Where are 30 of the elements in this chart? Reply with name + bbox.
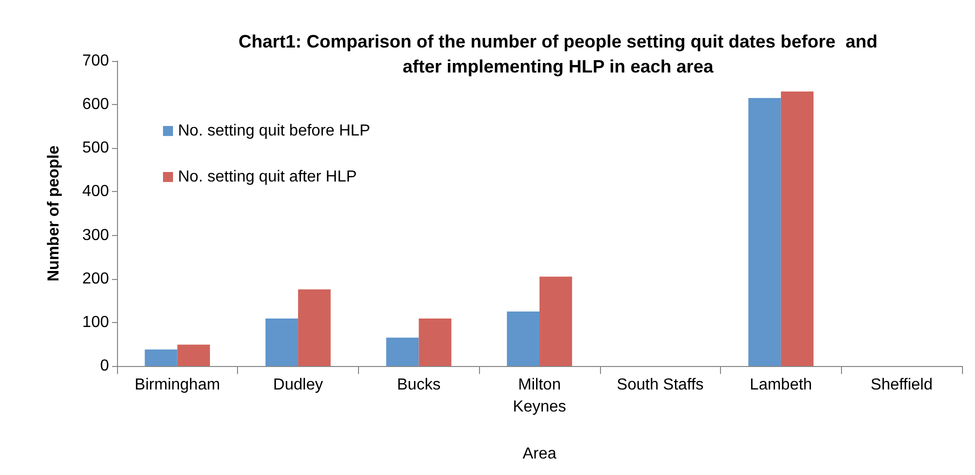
- legend-label: No. setting quit before HLP: [178, 122, 370, 140]
- bar: [177, 344, 210, 366]
- y-tick-label: 600: [82, 96, 110, 114]
- x-tick-label: Bucks: [396, 376, 441, 394]
- y-tick-label: 700: [82, 52, 110, 70]
- bar: [386, 338, 419, 366]
- y-tick-label: 300: [82, 226, 110, 244]
- bar: [265, 318, 298, 366]
- y-tick-label: 0: [100, 358, 110, 374]
- bar: [780, 92, 814, 366]
- y-tick-label: 100: [82, 314, 110, 331]
- x-tick-label: South Staffs: [616, 376, 704, 394]
- x-tick-label: Dudley: [273, 376, 323, 394]
- bar: [144, 349, 178, 366]
- x-tick-label: Milton Keynes: [512, 376, 566, 416]
- y-tick-label: 400: [82, 183, 110, 200]
- chart-title: Chart1: Comparison of the number of people setting quit dates before and after implementing HLP in each area: [238, 32, 878, 76]
- legend-label: No. setting quit after HLP: [178, 168, 357, 186]
- bar: [748, 98, 781, 366]
- x-tick-label: Birmingham: [134, 376, 220, 394]
- bar: [418, 318, 452, 366]
- bar: [506, 312, 540, 366]
- y-tick-label: 200: [82, 270, 110, 288]
- x-axis-title: Area: [522, 446, 556, 462]
- y-axis-title: Number of people: [46, 145, 62, 282]
- bar: [540, 276, 572, 366]
- x-tick-label: Sheffield: [870, 376, 933, 394]
- y-tick-label: 500: [82, 140, 110, 157]
- x-tick-label: Lambeth: [750, 376, 812, 394]
- bar: [298, 289, 331, 366]
